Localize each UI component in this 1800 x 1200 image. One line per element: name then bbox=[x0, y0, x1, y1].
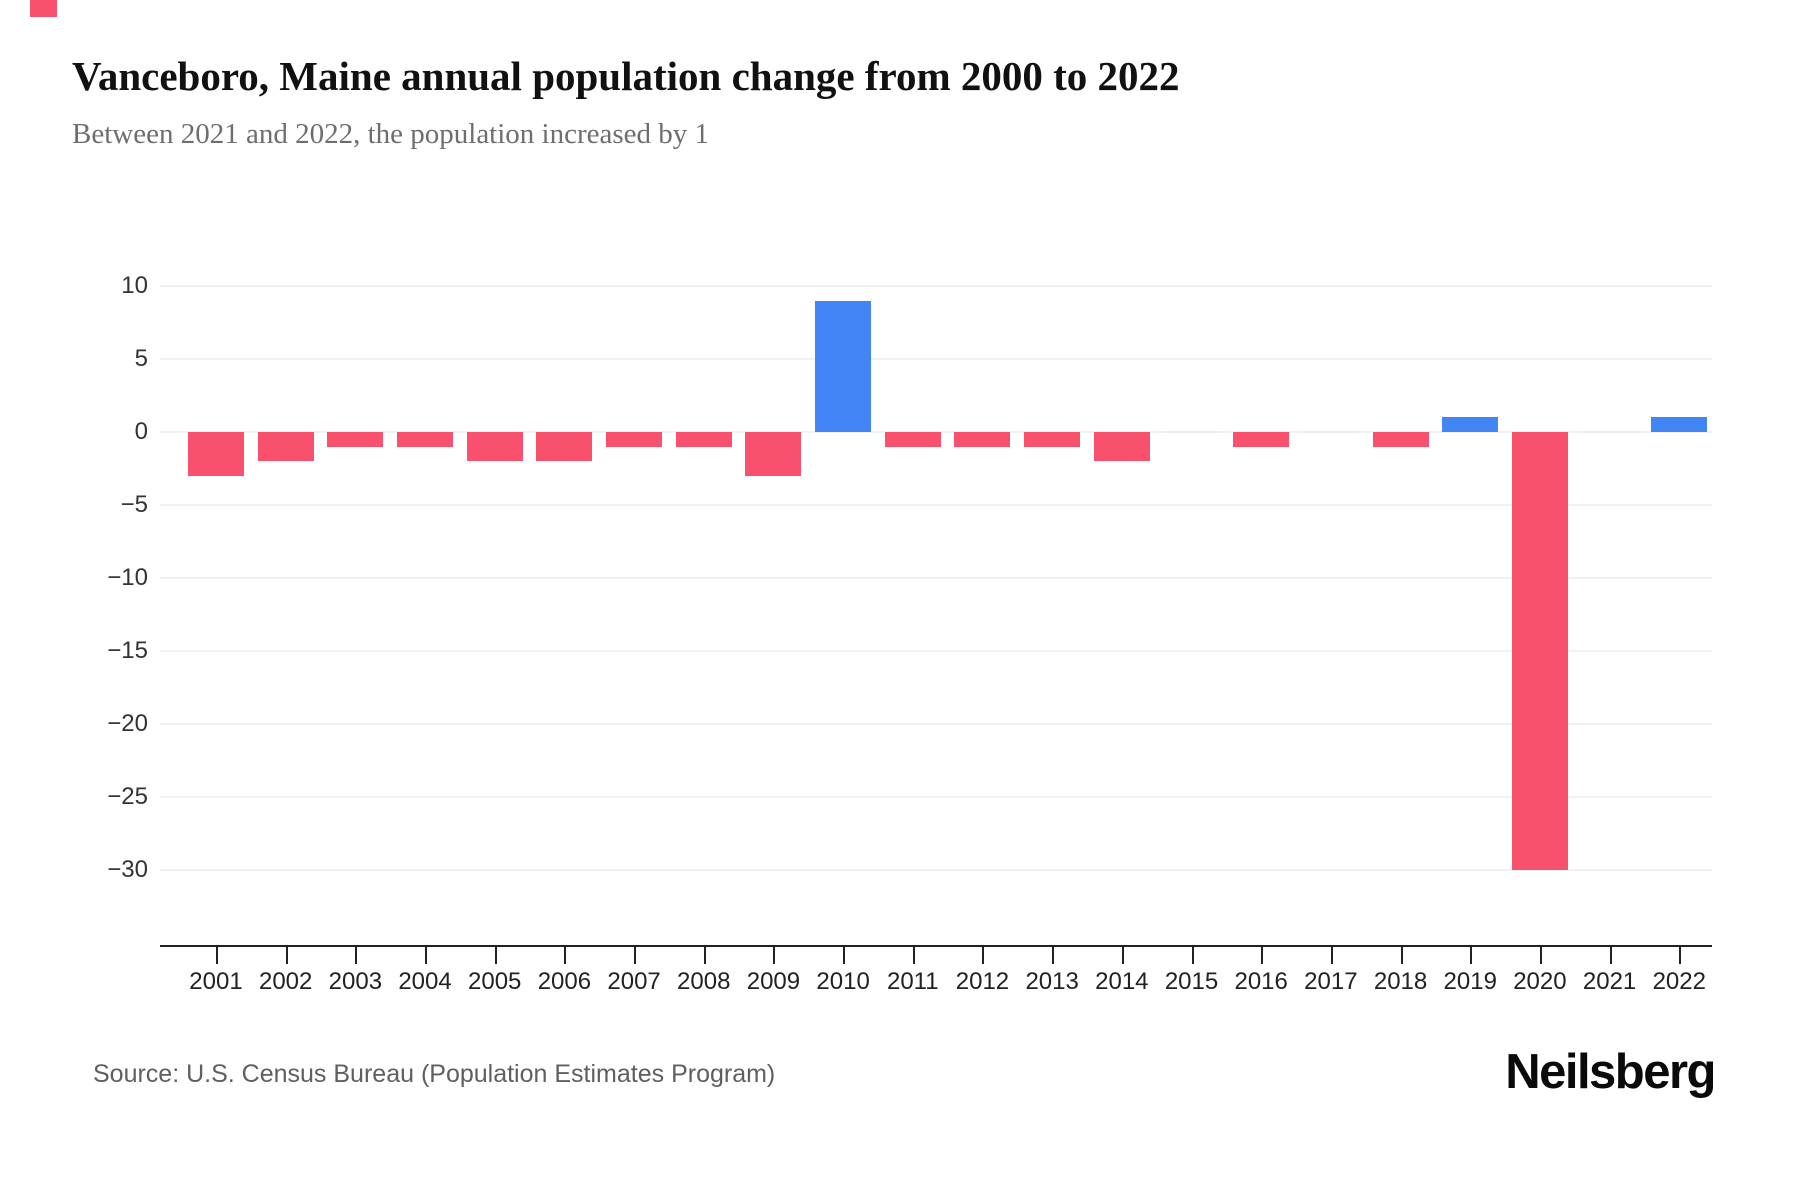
x-axis-label-2015: 2015 bbox=[1164, 968, 1219, 995]
x-axis-label-2019: 2019 bbox=[1443, 968, 1497, 995]
y-gridline--15 bbox=[160, 650, 1712, 652]
x-tick-2014 bbox=[1121, 947, 1124, 964]
x-axis-label-2001: 2001 bbox=[189, 968, 243, 995]
y-gridline--25 bbox=[160, 796, 1712, 798]
x-axis-label-2014: 2014 bbox=[1095, 968, 1149, 995]
x-axis-label-2011: 2011 bbox=[886, 968, 939, 995]
bar-2006[interactable] bbox=[536, 432, 593, 462]
x-axis-label-2003: 2003 bbox=[328, 968, 383, 995]
y-axis-label-10: 10 bbox=[121, 272, 148, 299]
y-gridline-10 bbox=[160, 285, 1712, 287]
x-tick-2022 bbox=[1679, 947, 1682, 964]
source-attribution: Source: U.S. Census Bureau (Population E… bbox=[93, 1060, 776, 1088]
y-gridline--5 bbox=[160, 504, 1712, 506]
x-axis-label-2017: 2017 bbox=[1304, 968, 1358, 995]
x-axis-label-2021: 2021 bbox=[1582, 968, 1637, 995]
x-tick-2016 bbox=[1261, 947, 1264, 964]
bar-2005[interactable] bbox=[466, 432, 523, 462]
bar-2015-zero[interactable] bbox=[1163, 431, 1220, 433]
x-axis-label-2009: 2009 bbox=[746, 968, 801, 995]
y-axis-label--15: −15 bbox=[107, 637, 148, 664]
x-tick-2017 bbox=[1330, 947, 1333, 964]
bar-2002[interactable] bbox=[257, 432, 314, 462]
bar-2010[interactable] bbox=[815, 300, 872, 432]
x-tick-2003 bbox=[355, 947, 358, 964]
bar-2020[interactable] bbox=[1511, 432, 1568, 870]
bar-2021-zero[interactable] bbox=[1581, 431, 1638, 433]
x-axis-label-2013: 2013 bbox=[1025, 968, 1079, 995]
x-axis-label-2002: 2002 bbox=[258, 968, 313, 995]
bar-2016[interactable] bbox=[1233, 432, 1290, 447]
y-axis-label-5: 5 bbox=[134, 345, 148, 372]
x-axis-label-2016: 2016 bbox=[1234, 968, 1288, 995]
chart-title: Vanceboro, Maine annual population chang… bbox=[72, 53, 1180, 99]
x-tick-2009 bbox=[773, 947, 776, 964]
chart-subtitle: Between 2021 and 2022, the population in… bbox=[72, 118, 710, 150]
x-tick-2004 bbox=[425, 947, 428, 964]
x-tick-2005 bbox=[494, 947, 497, 964]
bar-2007[interactable] bbox=[606, 432, 663, 447]
bar-2008[interactable] bbox=[675, 432, 732, 447]
y-gridline--30 bbox=[160, 869, 1712, 871]
x-axis-label-2008: 2008 bbox=[677, 968, 731, 995]
corner-mark bbox=[30, 0, 57, 17]
x-tick-2021 bbox=[1609, 947, 1612, 964]
bar-2018[interactable] bbox=[1372, 432, 1429, 447]
x-tick-2010 bbox=[843, 947, 846, 964]
x-tick-2008 bbox=[703, 947, 706, 964]
bar-2011[interactable] bbox=[884, 432, 941, 447]
y-axis-label--25: −25 bbox=[107, 783, 148, 810]
bar-2013[interactable] bbox=[1024, 432, 1081, 447]
x-tick-2019 bbox=[1470, 947, 1473, 964]
neilsberg-logo: Neilsberg bbox=[1505, 1045, 1716, 1099]
x-tick-2002 bbox=[285, 947, 288, 964]
x-axis-label-2005: 2005 bbox=[468, 968, 522, 995]
bar-2017-zero[interactable] bbox=[1302, 431, 1359, 433]
x-axis-label-2018: 2018 bbox=[1373, 968, 1428, 995]
bar-2003[interactable] bbox=[327, 432, 384, 447]
bar-2001[interactable] bbox=[188, 432, 244, 476]
bar-2009[interactable] bbox=[745, 432, 802, 476]
y-gridline--10 bbox=[160, 577, 1712, 579]
bar-2014[interactable] bbox=[1093, 432, 1150, 462]
y-axis-label--10: −10 bbox=[107, 564, 148, 591]
x-tick-2015 bbox=[1191, 947, 1194, 964]
x-tick-2020 bbox=[1539, 947, 1542, 964]
x-tick-2001 bbox=[216, 947, 218, 964]
bar-2022[interactable] bbox=[1651, 417, 1708, 432]
x-tick-2012 bbox=[982, 947, 985, 964]
x-axis-label-2012: 2012 bbox=[955, 968, 1010, 995]
y-axis-label--5: −5 bbox=[120, 491, 148, 518]
x-axis-label-2020: 2020 bbox=[1513, 968, 1567, 995]
x-tick-2011 bbox=[912, 947, 915, 964]
y-axis-label-0: 0 bbox=[134, 418, 148, 445]
y-gridline-5 bbox=[160, 358, 1712, 360]
y-axis-label--30: −30 bbox=[107, 856, 148, 883]
x-axis-label-2004: 2004 bbox=[398, 968, 452, 995]
bar-2004[interactable] bbox=[397, 432, 454, 447]
x-tick-2018 bbox=[1400, 947, 1403, 964]
x-axis-label-2022: 2022 bbox=[1652, 968, 1706, 995]
bar-2012[interactable] bbox=[954, 432, 1011, 447]
y-gridline--20 bbox=[160, 723, 1712, 725]
x-axis-label-2007: 2007 bbox=[607, 968, 661, 995]
x-tick-2007 bbox=[634, 947, 637, 964]
x-axis-label-2010: 2010 bbox=[816, 968, 870, 995]
x-axis-label-2006: 2006 bbox=[537, 968, 592, 995]
x-tick-2006 bbox=[564, 947, 567, 964]
x-tick-2013 bbox=[1052, 947, 1055, 964]
y-axis-label--20: −20 bbox=[107, 710, 148, 737]
x-axis-line bbox=[160, 945, 1712, 947]
bar-2019[interactable] bbox=[1442, 417, 1499, 432]
